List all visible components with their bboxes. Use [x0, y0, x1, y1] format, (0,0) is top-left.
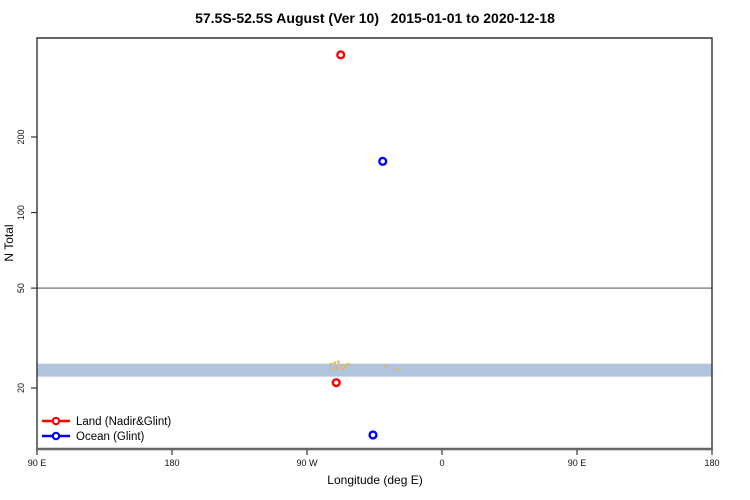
- legend-label-ocean: Ocean (Glint): [76, 431, 145, 443]
- cluster-dot: [341, 367, 345, 371]
- data-point-land: [336, 50, 346, 60]
- legend-marker-ocean: [51, 431, 61, 441]
- legend-label-land: Land (Nadir&Glint): [76, 416, 171, 428]
- y-tick-label: 20: [16, 383, 26, 393]
- highlight-band: [37, 363, 712, 377]
- data-point-ocean: [378, 156, 388, 166]
- cluster-dot: [395, 367, 399, 370]
- legend-marker-land: [51, 416, 61, 426]
- x-tick-label: 180: [704, 458, 719, 468]
- data-point-land: [331, 378, 341, 388]
- y-tick-label: 200: [16, 129, 26, 144]
- x-tick-label: 0: [439, 458, 444, 468]
- y-axis-title: N Total: [2, 224, 16, 262]
- x-tick-label: 90 E: [568, 458, 587, 468]
- cluster-dot: [335, 366, 339, 370]
- y-tick-label: 50: [16, 283, 26, 293]
- cluster-dot: [340, 363, 343, 367]
- cluster-dot: [343, 365, 347, 369]
- x-tick-label: 90 W: [296, 458, 318, 468]
- cluster-dot: [331, 367, 335, 370]
- data-point-ocean: [368, 430, 378, 440]
- cluster-dot: [333, 361, 337, 365]
- y-tick-label: 100: [16, 205, 26, 220]
- cluster-dot: [329, 362, 333, 366]
- chart-title: 57.5S-52.5S August (Ver 10) 2015-01-01 t…: [195, 10, 555, 26]
- x-tick-label: 90 E: [28, 458, 47, 468]
- cluster-dot: [337, 360, 340, 364]
- x-axis-title: Longitude (deg E): [327, 473, 423, 487]
- cluster-dot: [384, 365, 388, 369]
- x-tick-label: 180: [164, 458, 179, 468]
- cluster-dot: [346, 362, 350, 366]
- plot-border: [36, 37, 713, 449]
